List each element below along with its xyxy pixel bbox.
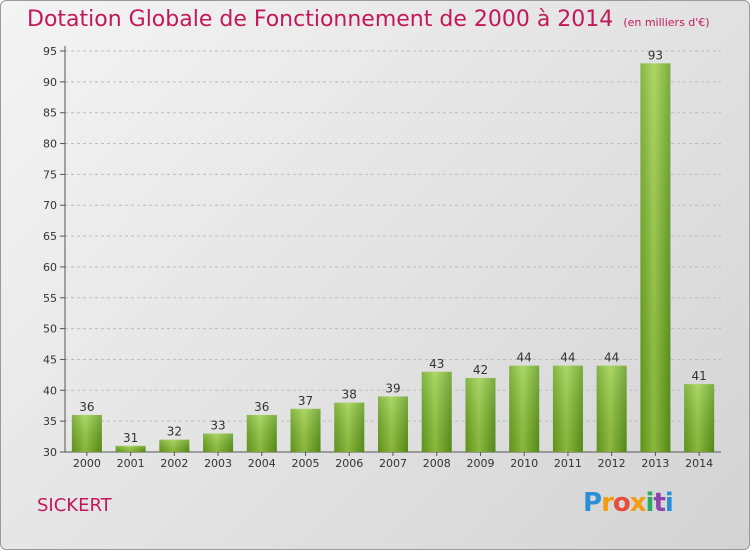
y-tick-label: 90 — [43, 76, 57, 89]
x-tick-label-2006: 2006 — [335, 457, 363, 470]
bar-shade-2008 — [421, 371, 452, 452]
tick-labels: 30 35 40 45 50 55 60 65 70 75 80 85 90 95 2000 2001 2002… — [43, 45, 713, 470]
value-label-2013: 93 — [648, 48, 663, 62]
value-label-2008: 43 — [429, 357, 444, 371]
y-tick-label: 85 — [43, 107, 57, 120]
x-tick-label-2011: 2011 — [554, 457, 582, 470]
y-tick-label: 45 — [43, 353, 57, 366]
x-tick-label-2004: 2004 — [248, 457, 276, 470]
x-tick-label-2003: 2003 — [204, 457, 232, 470]
y-tick-label: 30 — [43, 446, 57, 459]
logo-letter: i — [645, 488, 655, 518]
value-label-2010: 44 — [517, 351, 532, 365]
y-tick-label: 60 — [43, 261, 57, 274]
x-tick-label-2001: 2001 — [117, 457, 145, 470]
x-tick-label-2013: 2013 — [641, 457, 669, 470]
x-tick-label-2009: 2009 — [466, 457, 494, 470]
y-tick-label: 70 — [43, 199, 57, 212]
value-label-2009: 42 — [473, 363, 488, 377]
bar-shade-2000 — [71, 414, 102, 452]
bar-shade-2003 — [203, 433, 234, 452]
x-tick-label-2012: 2012 — [598, 457, 626, 470]
value-label-2004: 36 — [254, 400, 269, 414]
chart-title: Dotation Globale de Fonctionnement de 20… — [27, 7, 710, 32]
bar-shade-2006 — [334, 402, 365, 452]
y-tick-label: 80 — [43, 138, 57, 151]
x-tick-label-2014: 2014 — [685, 457, 713, 470]
x-tick-label-2002: 2002 — [160, 457, 188, 470]
bar-shade-2014 — [684, 384, 715, 452]
y-tick-label: 75 — [43, 168, 57, 181]
value-label-2007: 39 — [385, 381, 400, 395]
chart-title-text: Dotation Globale de Fonctionnement de 20… — [27, 7, 614, 32]
value-label-2000: 36 — [79, 400, 94, 414]
bar-shade-2007 — [378, 396, 408, 452]
logo-letter: t — [653, 488, 665, 518]
bar-shade-2013 — [640, 63, 671, 452]
bars — [71, 63, 715, 452]
value-label-2002: 32 — [167, 425, 182, 439]
logo-letter: P — [583, 488, 602, 518]
y-tick-label: 50 — [43, 323, 57, 336]
value-label-2001: 31 — [123, 431, 138, 445]
value-labels: 36 31 32 33 36 37 38 39 43 42 44 44 44 93 41 — [79, 48, 707, 444]
x-tick-label-2007: 2007 — [379, 457, 407, 470]
value-label-2012: 44 — [604, 351, 619, 365]
y-tick-label: 55 — [43, 292, 57, 305]
logo-letter: i — [664, 488, 674, 518]
value-label-2014: 41 — [691, 369, 706, 383]
y-tick-label: 35 — [43, 415, 57, 428]
bar-shade-2004 — [246, 414, 277, 452]
bar-shade-2009 — [465, 377, 496, 452]
bar-shade-2005 — [290, 408, 321, 452]
x-tick-label-2005: 2005 — [292, 457, 320, 470]
value-label-2011: 44 — [560, 351, 575, 365]
logo-letter: x — [629, 488, 647, 518]
value-label-2006: 38 — [342, 388, 357, 402]
value-label-2005: 37 — [298, 394, 313, 408]
bar-shade-2011 — [552, 365, 583, 452]
value-label-2003: 33 — [210, 418, 225, 432]
logo-letter: o — [612, 488, 631, 518]
x-tick-label-2000: 2000 — [73, 457, 101, 470]
y-tick-label: 40 — [43, 384, 57, 397]
bar-shade-2002 — [159, 439, 190, 452]
y-tick-label: 65 — [43, 230, 57, 243]
y-tick-label: 95 — [43, 45, 57, 58]
x-tick-label-2008: 2008 — [423, 457, 451, 470]
commune-name: SICKERT — [37, 495, 112, 516]
x-tick-label-2010: 2010 — [510, 457, 538, 470]
logo-letter: r — [601, 488, 614, 518]
chart-unit-note: (en milliers d'€) — [623, 16, 710, 29]
proxiti-logo: Proxiti — [583, 488, 674, 518]
bar-shade-2001 — [115, 445, 146, 452]
bar-shade-2010 — [509, 365, 540, 452]
bar-shade-2012 — [596, 365, 627, 452]
